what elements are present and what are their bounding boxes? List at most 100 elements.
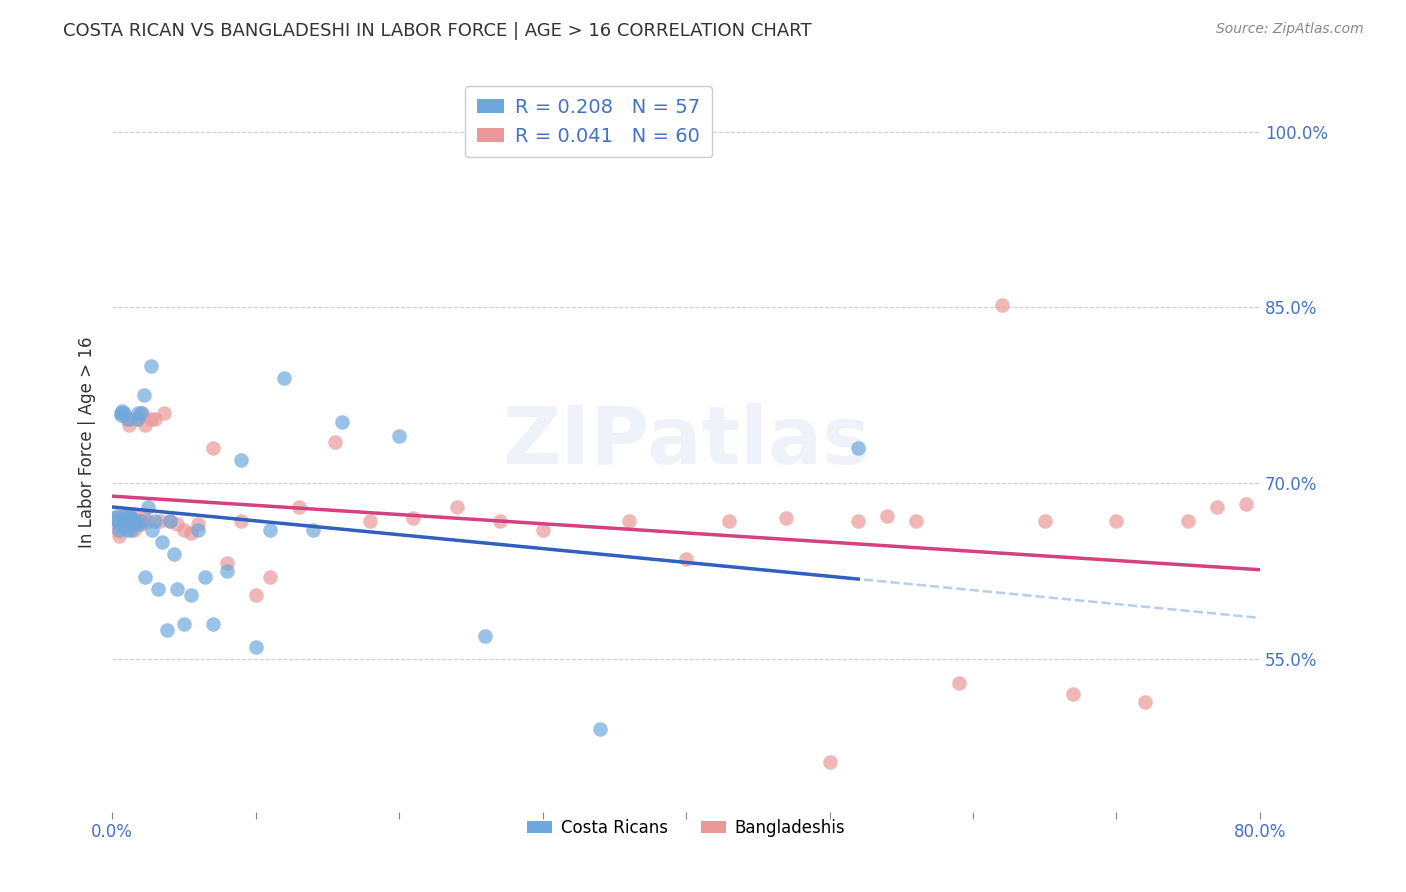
Point <box>105 514 128 528</box>
Point <box>1177 514 1199 528</box>
Point <box>115 412 138 426</box>
Point <box>173 523 195 537</box>
Point <box>163 547 186 561</box>
Point <box>187 517 209 532</box>
Point <box>143 514 166 528</box>
Point <box>1105 514 1128 528</box>
Point <box>112 514 135 528</box>
Point <box>259 523 281 537</box>
Point <box>245 588 267 602</box>
Point <box>904 514 927 528</box>
Point <box>143 412 166 426</box>
Point <box>1062 687 1084 701</box>
Point <box>323 435 346 450</box>
Point <box>129 406 152 420</box>
Point <box>159 514 181 528</box>
Point <box>105 509 128 524</box>
Point <box>388 429 411 443</box>
Point <box>180 588 202 602</box>
Point <box>231 453 253 467</box>
Point <box>876 509 898 524</box>
Point <box>117 511 139 525</box>
Point <box>120 523 142 537</box>
Point <box>531 523 554 537</box>
Y-axis label: In Labor Force | Age > 16: In Labor Force | Age > 16 <box>79 336 96 548</box>
Point <box>402 511 425 525</box>
Point <box>107 514 129 528</box>
Point <box>166 582 188 596</box>
Point <box>120 412 142 426</box>
Point <box>166 517 188 532</box>
Point <box>125 412 148 426</box>
Point <box>110 406 132 420</box>
Point <box>136 514 159 528</box>
Point <box>134 570 156 584</box>
Point <box>818 756 841 770</box>
Text: Source: ZipAtlas.com: Source: ZipAtlas.com <box>1216 22 1364 37</box>
Point <box>330 415 353 429</box>
Point <box>273 371 295 385</box>
Point <box>111 403 134 417</box>
Point <box>474 629 496 643</box>
Point <box>589 723 612 737</box>
Point <box>114 509 136 524</box>
Point <box>180 525 202 540</box>
Point <box>131 514 153 528</box>
Point <box>139 412 162 426</box>
Point <box>121 511 143 525</box>
Point <box>948 675 970 690</box>
Point <box>129 517 152 532</box>
Point <box>120 511 142 525</box>
Point <box>287 500 309 514</box>
Point <box>302 523 325 537</box>
Point <box>121 514 143 528</box>
Point <box>115 523 138 537</box>
Point <box>122 523 145 537</box>
Point <box>359 514 381 528</box>
Point <box>675 552 697 566</box>
Point <box>124 517 146 532</box>
Point <box>1205 500 1227 514</box>
Point <box>141 523 163 537</box>
Point <box>156 623 179 637</box>
Point <box>136 500 159 514</box>
Point <box>231 514 253 528</box>
Point <box>112 514 135 528</box>
Point <box>617 514 640 528</box>
Point <box>990 298 1012 312</box>
Point <box>718 514 741 528</box>
Point <box>1033 514 1056 528</box>
Point <box>118 514 141 528</box>
Point <box>215 556 238 570</box>
Point <box>114 517 136 532</box>
Point <box>1234 497 1257 511</box>
Point <box>139 359 162 373</box>
Point <box>117 412 139 426</box>
Text: COSTA RICAN VS BANGLADESHI IN LABOR FORCE | AGE > 16 CORRELATION CHART: COSTA RICAN VS BANGLADESHI IN LABOR FORC… <box>63 22 811 40</box>
Point <box>108 523 131 537</box>
Point <box>108 529 131 543</box>
Point <box>107 523 129 537</box>
Point <box>108 517 131 532</box>
Point <box>215 564 238 578</box>
Legend: Costa Ricans, Bangladeshis: Costa Ricans, Bangladeshis <box>520 813 852 844</box>
Point <box>846 514 869 528</box>
Point <box>259 570 281 584</box>
Point <box>118 417 141 432</box>
Point <box>1133 696 1156 710</box>
Point <box>128 517 150 532</box>
Point <box>201 441 224 455</box>
Point <box>127 412 149 426</box>
Point <box>112 406 135 420</box>
Text: ZIPatlas: ZIPatlas <box>502 403 870 482</box>
Point <box>488 514 510 528</box>
Point <box>110 517 132 532</box>
Point <box>194 570 217 584</box>
Point <box>132 511 155 525</box>
Point <box>117 511 139 525</box>
Point <box>131 406 153 420</box>
Point <box>128 514 150 528</box>
Point <box>124 509 146 524</box>
Point <box>775 511 797 525</box>
Point <box>114 517 136 532</box>
